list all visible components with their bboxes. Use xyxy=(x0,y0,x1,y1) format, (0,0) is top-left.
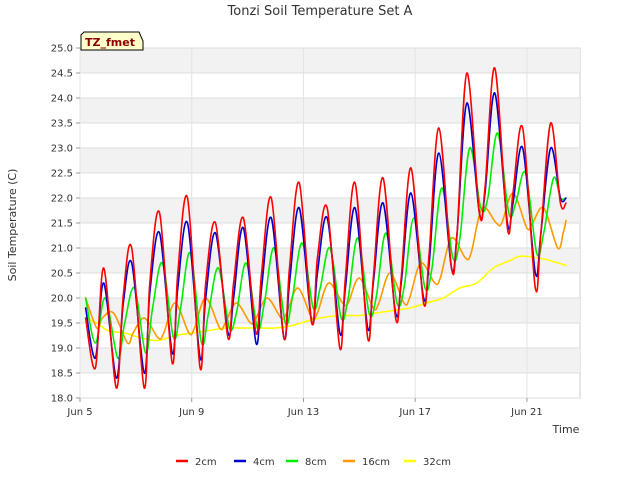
plot-area xyxy=(79,47,581,399)
y-tick-label: 22.5 xyxy=(51,169,73,180)
legend: 2cm 4cm 8cm 16cm 32cm xyxy=(176,457,451,468)
y-tick-label: 20.5 xyxy=(51,269,73,280)
x-tick-label: Jun 21 xyxy=(510,407,543,418)
chart-title: Tonzi Soil Temperature Set A xyxy=(227,4,413,19)
y-tick-label: 19.0 xyxy=(51,344,73,355)
legend-label: 4cm xyxy=(253,457,275,468)
series-line-32cm xyxy=(84,255,567,342)
grid-band xyxy=(80,148,580,173)
legend-item-2cm: 2cm xyxy=(176,457,217,468)
y-tick-label: 23.0 xyxy=(51,144,73,155)
badge-shape xyxy=(80,31,144,51)
grid-band xyxy=(80,48,580,73)
series-line-8cm xyxy=(84,132,567,359)
grid-band xyxy=(80,98,580,123)
grid-band xyxy=(80,348,580,373)
x-tick-label: Jun 5 xyxy=(66,407,92,418)
y-axis-label: Soil Temperature (C) xyxy=(6,169,19,282)
x-axis: Jun 5 Jun 9 Jun 13 Jun 17 Jun 21 xyxy=(66,398,543,418)
y-tick-label: 21.0 xyxy=(51,244,73,255)
legend-label: 32cm xyxy=(423,457,451,468)
legend-item-8cm: 8cm xyxy=(286,457,327,468)
series-layer xyxy=(84,67,567,389)
x-axis-label: Time xyxy=(552,423,580,436)
x-tick-label: Jun 13 xyxy=(287,407,320,418)
legend-item-4cm: 4cm xyxy=(234,457,275,468)
legend-item-16cm: 16cm xyxy=(343,457,390,468)
grid-band xyxy=(80,298,580,323)
y-tick-label: 22.0 xyxy=(51,194,73,205)
y-tick-label: 20.0 xyxy=(51,294,73,305)
series-line-2cm xyxy=(84,67,567,389)
y-tick-label: 23.5 xyxy=(51,119,73,130)
station-badge: TZ_fmet xyxy=(80,31,144,51)
legend-label: 2cm xyxy=(195,457,217,468)
x-tick-label: Jun 9 xyxy=(178,407,204,418)
y-tick-label: 21.5 xyxy=(51,219,73,230)
y-tick-label: 18.0 xyxy=(51,394,73,405)
y-tick-label: 25.0 xyxy=(51,44,73,55)
y-tick-label: 18.5 xyxy=(51,369,73,380)
y-tick-label: 19.5 xyxy=(51,319,73,330)
x-tick-label: Jun 17 xyxy=(398,407,431,418)
grid-band xyxy=(80,198,580,223)
series-line-16cm xyxy=(84,192,567,345)
grid-band xyxy=(80,248,580,273)
legend-label: 8cm xyxy=(305,457,327,468)
y-axis: 18.0 18.5 19.0 19.5 20.0 20.5 21.0 21.5 22.0 22.5… xyxy=(51,44,80,405)
legend-item-32cm: 32cm xyxy=(404,457,451,468)
legend-label: 16cm xyxy=(362,457,390,468)
badge-label: TZ_fmet xyxy=(85,36,135,49)
y-tick-label: 24.5 xyxy=(51,69,73,80)
y-tick-label: 24.0 xyxy=(51,94,73,105)
